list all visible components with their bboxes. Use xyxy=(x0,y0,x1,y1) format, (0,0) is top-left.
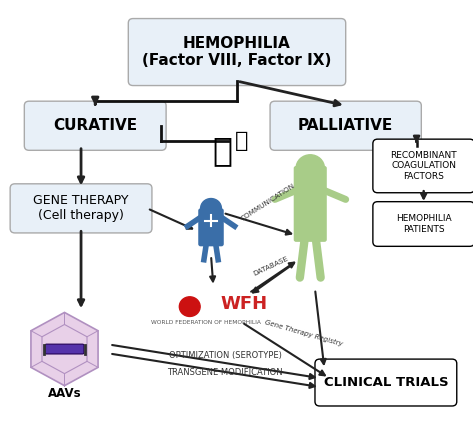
Text: RECOMBINANT
COAGULATION
FACTORS: RECOMBINANT COAGULATION FACTORS xyxy=(391,151,457,181)
Text: WFH: WFH xyxy=(220,295,268,314)
Text: 🪙: 🪙 xyxy=(235,131,248,151)
Text: AAVs: AAVs xyxy=(48,387,82,400)
Text: 💵: 💵 xyxy=(213,134,233,167)
FancyBboxPatch shape xyxy=(128,18,346,86)
FancyBboxPatch shape xyxy=(373,139,474,193)
Polygon shape xyxy=(31,312,98,386)
Text: Gene Therapy Registry: Gene Therapy Registry xyxy=(264,319,343,348)
Text: PALLIATIVE: PALLIATIVE xyxy=(298,118,393,133)
FancyBboxPatch shape xyxy=(373,202,474,246)
FancyBboxPatch shape xyxy=(24,101,166,151)
FancyBboxPatch shape xyxy=(294,166,327,242)
Circle shape xyxy=(296,155,324,181)
FancyBboxPatch shape xyxy=(198,208,224,246)
Circle shape xyxy=(201,198,221,218)
Text: GENE THERAPY
(Cell therapy): GENE THERAPY (Cell therapy) xyxy=(33,194,129,222)
Text: TRANSGENE MODIFICATION: TRANSGENE MODIFICATION xyxy=(167,368,283,377)
FancyBboxPatch shape xyxy=(315,359,457,406)
FancyBboxPatch shape xyxy=(10,184,152,233)
Text: 🏃: 🏃 xyxy=(185,300,194,314)
FancyBboxPatch shape xyxy=(270,101,421,151)
Text: OPTIMIZATION (SEROTYPE): OPTIMIZATION (SEROTYPE) xyxy=(169,351,282,360)
Text: CURATIVE: CURATIVE xyxy=(53,118,137,133)
Text: DATABASE: DATABASE xyxy=(253,256,290,277)
Text: HEMOPHILIA
(Factor VIII, Factor IX): HEMOPHILIA (Factor VIII, Factor IX) xyxy=(142,36,332,68)
FancyBboxPatch shape xyxy=(45,344,84,354)
Text: HEMOPHILIA
PATIENTS: HEMOPHILIA PATIENTS xyxy=(396,214,452,234)
Text: CLINICAL TRIALS: CLINICAL TRIALS xyxy=(324,376,448,389)
Circle shape xyxy=(179,297,200,316)
Text: WORLD FEDERATION OF HEMOPHILIA: WORLD FEDERATION OF HEMOPHILIA xyxy=(151,320,261,325)
Text: COMMUNICATION: COMMUNICATION xyxy=(240,182,296,221)
